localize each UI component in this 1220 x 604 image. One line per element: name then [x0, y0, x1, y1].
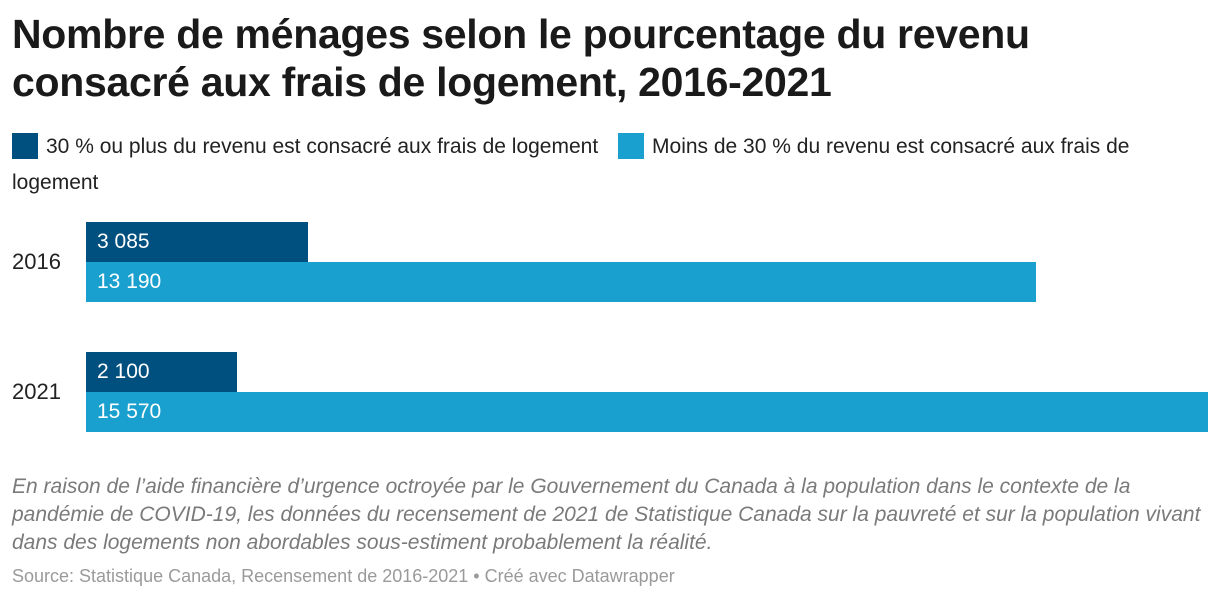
legend-swatch — [12, 133, 38, 159]
category-label-2016: 2016 — [12, 249, 61, 274]
data-label: 3 085 — [97, 230, 150, 253]
legend: 30 % ou plus du revenu est consacré aux … — [12, 129, 1202, 201]
source-line: Source: Statistique Canada, Recensement … — [12, 566, 675, 586]
data-label: 2 100 — [97, 360, 150, 383]
legend-item-series-1: 30 % ou plus du revenu est consacré aux … — [12, 133, 599, 159]
bar-2016-series-2: 13 190 — [86, 262, 1037, 302]
bar-chart: 2016 3 085 13 190 2021 2 100 15 570 — [0, 210, 1220, 450]
chart-title: Nombre de ménages selon le pourcentage d… — [12, 11, 1030, 105]
data-label: 15 570 — [97, 400, 162, 423]
legend-label: Moins de 30 % du revenu est consacré aux… — [12, 135, 1130, 194]
legend-swatch — [618, 133, 645, 159]
data-label: 13 190 — [97, 270, 162, 293]
bar-2021-series-2: 15 570 — [86, 392, 1208, 432]
legend-label: 30 % ou plus du revenu est consacré aux … — [46, 135, 599, 158]
chart-note: En raison de l’aide financière d’urgence… — [12, 475, 1201, 554]
bar-2021-series-1: 2 100 — [86, 352, 238, 392]
bar-2016-series-1: 3 085 — [86, 222, 309, 262]
category-label-2021: 2021 — [12, 379, 61, 404]
legend-item-series-2: Moins de 30 % du revenu est consacré aux… — [12, 133, 1130, 194]
